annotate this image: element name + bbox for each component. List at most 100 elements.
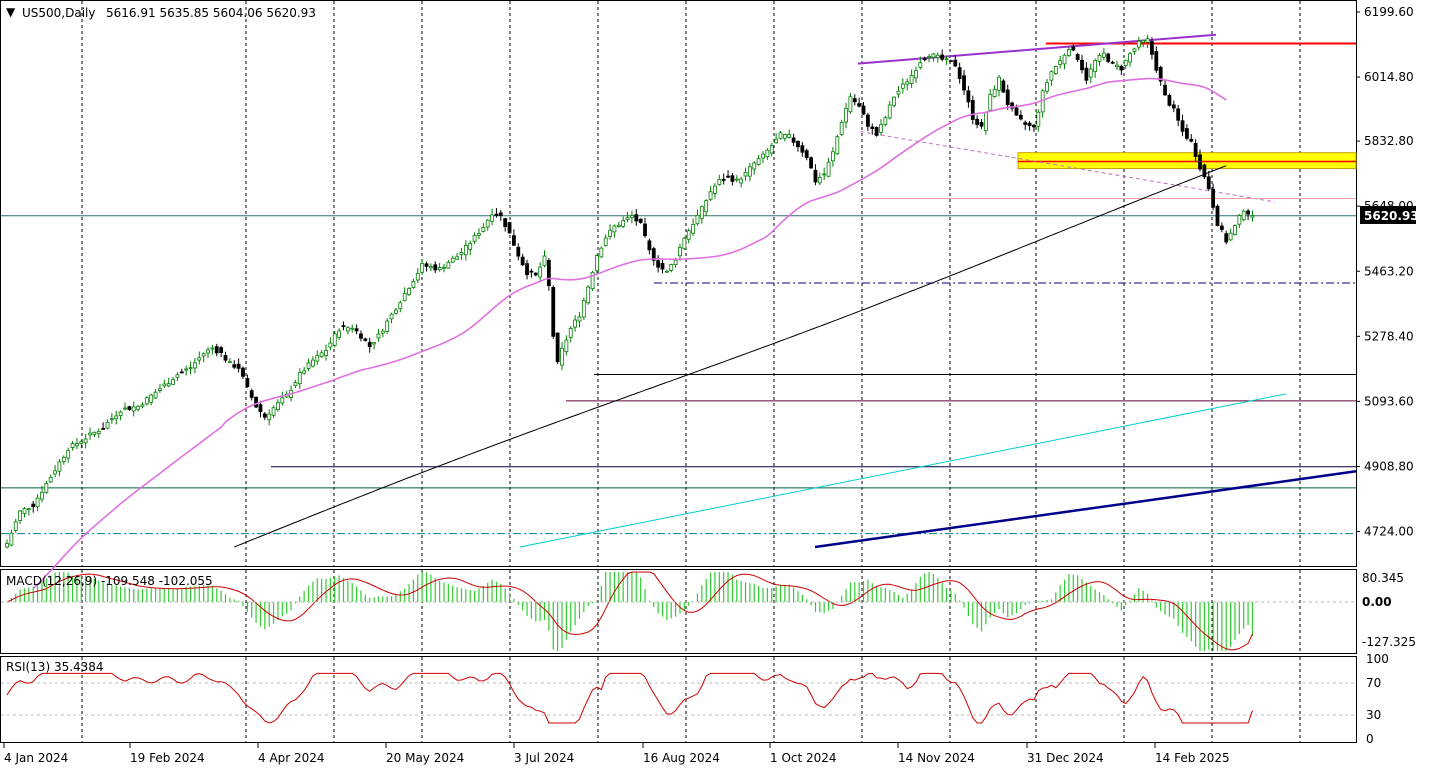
candle-body <box>459 252 464 256</box>
candle-body <box>940 54 945 60</box>
candle-body <box>586 286 591 304</box>
candle-body <box>1233 225 1237 236</box>
candle-body <box>997 76 1001 91</box>
candle-body <box>848 96 853 113</box>
candle-body <box>621 220 626 227</box>
candle-body <box>75 443 79 447</box>
candle-body <box>564 339 569 353</box>
candle-body <box>468 243 473 250</box>
candle-body <box>96 430 101 434</box>
candle-body <box>1027 122 1032 127</box>
candle-body <box>577 316 582 322</box>
candle-body <box>293 382 298 387</box>
candle-body <box>761 153 765 159</box>
candle-body <box>1036 111 1041 127</box>
candle-body <box>267 413 272 421</box>
trendline-aqua <box>519 393 1287 548</box>
candle-body <box>603 237 608 246</box>
candle-body <box>647 240 652 251</box>
candle-body <box>324 350 328 357</box>
dropdown-arrow-icon[interactable]: ▼ <box>6 5 16 19</box>
candle-body <box>765 149 770 158</box>
price-axis-label: 6199.60 <box>1364 5 1414 19</box>
candle-body <box>402 292 407 301</box>
candle-body <box>1189 138 1194 142</box>
trendline-support <box>814 470 1357 549</box>
current-price-label: 5620.93 <box>1364 209 1419 223</box>
candle-body <box>1237 215 1242 225</box>
candle-body <box>970 100 975 120</box>
candle-body <box>844 108 848 123</box>
candle-body <box>1158 66 1163 82</box>
candle-body <box>1001 80 1006 93</box>
candle-body <box>813 169 818 183</box>
candle-body <box>109 418 114 421</box>
macd-layer <box>1 571 1356 651</box>
candle-body <box>179 371 184 374</box>
current-price-tag <box>1360 206 1416 224</box>
candle-body <box>1219 225 1224 230</box>
time-axis-label: 19 Feb 2024 <box>130 751 205 765</box>
candle-body <box>446 261 451 269</box>
candle-body <box>494 213 499 216</box>
candle-body <box>861 105 866 115</box>
candle-body <box>691 224 695 234</box>
candle-body <box>105 422 110 429</box>
candle-body <box>546 259 551 287</box>
time-axis-label: 4 Jan 2024 <box>4 751 68 765</box>
candle-body <box>503 218 508 228</box>
candles-layer <box>5 34 1255 549</box>
time-axis-label: 14 Feb 2025 <box>1155 751 1230 765</box>
candle-body <box>1110 61 1115 64</box>
candle-body <box>507 222 512 234</box>
time-axis-label: 20 May 2024 <box>386 751 464 765</box>
candle-body <box>219 347 224 353</box>
candle-body <box>297 372 302 385</box>
candle-body <box>625 217 630 220</box>
candle-body <box>516 246 521 257</box>
candle-body <box>197 357 202 361</box>
candle-body <box>201 353 206 357</box>
candle-body <box>144 397 149 405</box>
candle-body <box>992 88 997 97</box>
candle-body <box>748 166 752 177</box>
candle-body <box>651 248 656 261</box>
candle-body <box>1058 60 1063 65</box>
candle-body <box>826 161 831 177</box>
candle-body <box>590 271 595 289</box>
candle-body <box>678 247 682 257</box>
candle-body <box>1080 60 1084 71</box>
candle-body <box>319 352 324 358</box>
candle-body <box>660 263 665 270</box>
candle-body <box>433 264 438 271</box>
candle-body <box>302 370 307 374</box>
candle-body <box>1075 54 1080 60</box>
candle-body <box>1071 46 1076 51</box>
candle-body <box>1005 89 1010 105</box>
candle-body <box>442 266 446 269</box>
rsi-axis: 100 70 30 0 <box>1366 652 1389 746</box>
candle-body <box>136 405 141 410</box>
candle-body <box>944 58 949 61</box>
time-axis-label: 14 Nov 2024 <box>898 751 975 765</box>
candle-body <box>1067 49 1071 56</box>
candle-body <box>328 342 333 348</box>
candle-body <box>271 407 276 416</box>
candle-body <box>595 255 599 272</box>
candle-body <box>149 394 154 403</box>
candle-body <box>394 309 398 314</box>
candle-body <box>1150 41 1154 55</box>
candle-body <box>573 319 577 328</box>
candle-body <box>673 259 678 265</box>
candle-body <box>407 288 411 295</box>
candle-body <box>66 450 71 459</box>
candle-body <box>1193 142 1198 157</box>
rsi-title: RSI(13) 35.4384 <box>6 660 104 674</box>
candle-body <box>831 151 835 162</box>
candle-body <box>1163 84 1167 96</box>
candle-body <box>883 117 888 125</box>
candle-body <box>83 438 88 444</box>
grid-layer <box>1 1 1356 742</box>
candle-body <box>538 266 543 278</box>
